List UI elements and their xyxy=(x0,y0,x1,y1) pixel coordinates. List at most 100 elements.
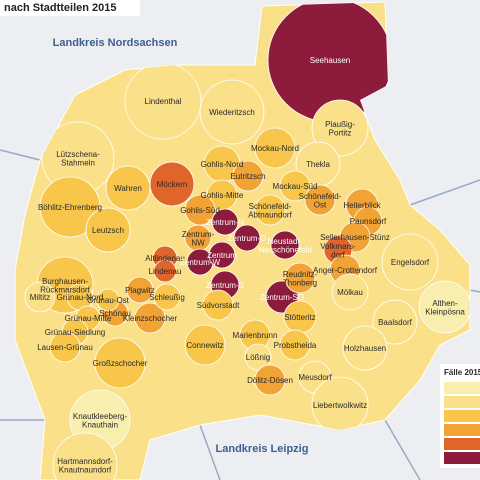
label-line: Paunsdorf xyxy=(350,217,387,226)
label-line: Neuschönefeld xyxy=(258,245,311,254)
district-area xyxy=(134,302,166,334)
district-label: Schleußig xyxy=(149,293,185,302)
district-label: Grünau-Nord xyxy=(57,293,104,302)
district-label: Grünau-Siedlung xyxy=(45,328,105,337)
district-area xyxy=(342,325,388,371)
label-line: Meusdorf xyxy=(298,373,332,382)
label-line: Miltitz xyxy=(30,293,50,302)
district-area xyxy=(211,208,239,236)
district-area xyxy=(331,273,369,311)
district-label: Leutzsch xyxy=(92,226,124,235)
district-label: Lößnig xyxy=(246,353,270,362)
legend-swatch xyxy=(444,382,480,394)
district-label: Schönefeld-Ost xyxy=(299,192,342,210)
district-label: Wahren xyxy=(114,184,142,193)
district-label: Möckern xyxy=(157,180,188,189)
district-label: Hartmannsdorf-Knautnaundorf xyxy=(57,457,113,475)
district-label: Miltitz xyxy=(30,293,50,302)
district-label: Lausen-Grünau xyxy=(37,343,93,352)
district-label: Paunsdorf xyxy=(350,217,387,226)
label-line: Großzschocher xyxy=(93,359,148,368)
label-line: Zentrum-S xyxy=(206,281,244,290)
label-line: Seehausen xyxy=(310,56,350,65)
district-label: Eutritzsch xyxy=(230,172,265,181)
district-area xyxy=(254,364,286,396)
label-line: Schönefeld- xyxy=(249,202,292,211)
district-label: Plaußig-Portitz xyxy=(325,120,355,138)
label-line: Hartmannsdorf- xyxy=(57,457,113,466)
district-label: Altlindenau xyxy=(145,254,185,263)
label-line: Altlindenau xyxy=(145,254,185,263)
district-label: Baalsdorf xyxy=(378,318,413,327)
legend-swatch xyxy=(444,424,480,436)
district-label: Engelsdorf xyxy=(391,258,430,267)
district-label: Großzschocher xyxy=(93,359,148,368)
label-line: Knautnaundorf xyxy=(59,465,112,474)
district-area xyxy=(202,289,234,321)
label-line: Kleinpösna xyxy=(425,307,465,316)
label-line: Stötteritz xyxy=(284,313,316,322)
district-label: Mockau-Süd xyxy=(273,182,318,191)
label-line: Heiterblick xyxy=(343,201,381,210)
legend-swatch xyxy=(444,396,480,408)
label-line: Böhlitz-Ehrenberg xyxy=(38,203,102,212)
district-label: Grünau-Ost xyxy=(87,296,130,305)
district-area xyxy=(85,207,131,253)
district-label: Stötteritz xyxy=(284,313,316,322)
district-label: Thekla xyxy=(306,160,331,169)
label-line: dorf xyxy=(331,250,346,259)
district-area xyxy=(153,283,181,311)
district-area xyxy=(254,194,286,226)
district-label: Burghausen-Rückmarsdorf xyxy=(40,277,91,295)
district-area xyxy=(381,233,439,291)
district-area xyxy=(418,280,470,334)
district-area xyxy=(270,230,300,260)
district-label: Heiterblick xyxy=(343,201,381,210)
label-line: Gohlis-Süd xyxy=(180,206,220,215)
label-line: Lützschena- xyxy=(56,150,100,159)
label-line: Grünau-Nord xyxy=(57,293,104,302)
district-area xyxy=(126,276,154,304)
district-label: Neustadt-Neuschönefeld xyxy=(258,237,311,255)
label-line: Gohlis-Nord xyxy=(201,160,244,169)
district-label: Althen-Kleinpösna xyxy=(425,299,465,317)
label-line: Wiederitzsch xyxy=(209,108,255,117)
district-area xyxy=(284,262,316,294)
label-line: Dölitz-Dösen xyxy=(247,376,293,385)
district-label: Seehausen xyxy=(310,56,350,65)
district-label: Plagwitz xyxy=(125,286,155,295)
district-label: Zentrum xyxy=(207,251,237,260)
district-label: Schönau xyxy=(99,309,131,318)
label-line: Probstheida xyxy=(274,341,317,350)
label-line: Eutritzsch xyxy=(230,172,265,181)
district-label: Anger-Crottendorf xyxy=(313,266,378,275)
district-label: Zentrum-W xyxy=(180,258,220,267)
district-label: Gohlis-Nord xyxy=(201,160,244,169)
label-line: Leutzsch xyxy=(92,226,124,235)
district-label: Zentrum-O xyxy=(228,234,267,243)
label-line: Wahren xyxy=(114,184,142,193)
district-area xyxy=(184,324,226,366)
label-line: Zentrum-O xyxy=(228,234,267,243)
district-area xyxy=(254,127,296,169)
district-label: Volkmars-dorf xyxy=(320,242,356,260)
legend: Fälle 2015 xyxy=(440,364,480,468)
district-area xyxy=(153,259,177,283)
district-label: Holzhausen xyxy=(344,344,386,353)
title: nach Stadtteilen 2015 xyxy=(4,2,117,14)
label-line: Möckern xyxy=(157,180,188,189)
label-line: NW xyxy=(191,238,205,247)
legend-title: Fälle 2015 xyxy=(444,368,480,377)
district-label: Zentrum-S xyxy=(206,281,244,290)
district-label: Marienbrunn xyxy=(233,331,278,340)
district-area xyxy=(372,299,418,345)
district-area xyxy=(94,337,146,389)
label-line: Plagwitz xyxy=(125,286,155,295)
label-line: Zentrum-N xyxy=(206,218,244,227)
label-line: Knauthain xyxy=(82,420,118,429)
label-line: Ost xyxy=(314,200,327,209)
title-box xyxy=(0,0,140,16)
label-line: Grünau-Siedlung xyxy=(45,328,105,337)
district-label: Probstheida xyxy=(274,341,317,350)
district-label: Meusdorf xyxy=(298,373,332,382)
